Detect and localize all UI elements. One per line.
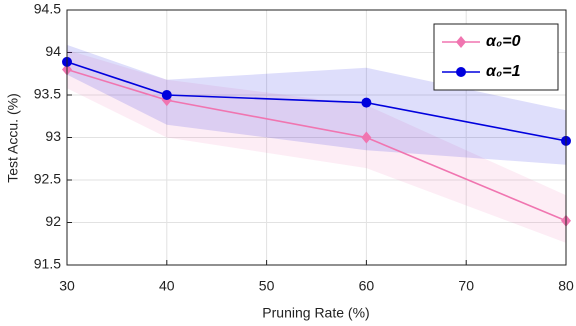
x-tick-label: 60: [359, 278, 375, 294]
legend-label: α₀=0: [486, 33, 521, 50]
x-tick-label: 80: [558, 278, 574, 294]
confidence-band: [67, 44, 566, 165]
marker: [361, 131, 372, 144]
y-tick-label: 92: [45, 213, 61, 229]
y-tick-label: 94: [45, 43, 61, 59]
x-tick-label: 70: [458, 278, 474, 294]
y-tick-label: 93: [45, 128, 61, 144]
x-tick-label: 50: [259, 278, 275, 294]
marker: [161, 90, 172, 100]
axes-frame: [66, 9, 567, 266]
legend-box: [433, 23, 559, 91]
y-tick-label: 93.5: [34, 86, 61, 102]
legend-marker: [456, 36, 466, 48]
y-tick-label: 91.5: [34, 256, 61, 272]
confidence-band: [67, 49, 566, 243]
y-tick-label: 94.5: [34, 1, 61, 17]
x-axis-label: Pruning Rate (%): [262, 305, 369, 321]
y-tick-label: 92.5: [34, 171, 61, 187]
series-line: [66, 68, 567, 222]
marker: [361, 97, 372, 108]
series-line: [66, 61, 567, 142]
legend-label: α₀=1: [486, 63, 521, 80]
legend-marker: [456, 67, 466, 77]
x-tick-label: 30: [59, 278, 75, 294]
x-tick-label: 40: [159, 278, 175, 294]
y-axis-label: Test Accu. (%): [5, 93, 21, 182]
